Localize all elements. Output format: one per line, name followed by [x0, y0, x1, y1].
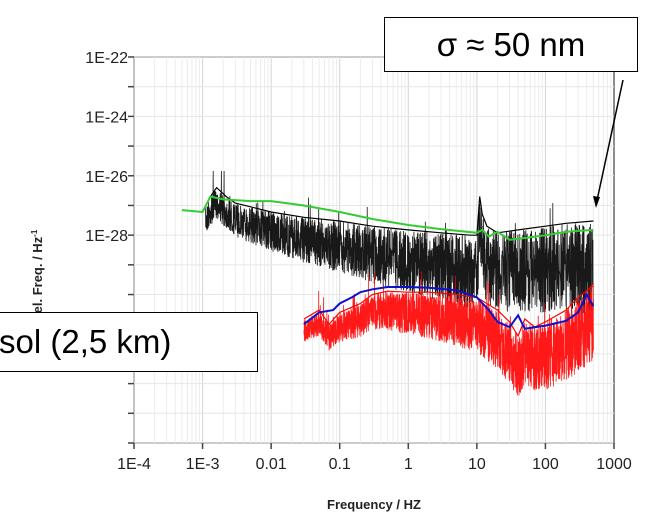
y-axis-title: of rel. Freq. / Hz-1 [30, 229, 45, 334]
series-line [303, 286, 595, 330]
series-layer [181, 186, 595, 338]
annotation-sigma: σ ≈ 50 nm [384, 17, 638, 72]
y-tick-label: 1E-22 [85, 50, 128, 67]
x-tick-label: 1E-3 [186, 456, 220, 473]
x-tick-label: 0.1 [329, 456, 351, 473]
series-noise [205, 170, 594, 315]
y-tick-label: 1E-26 [85, 169, 128, 186]
x-axis-title: Frequency / HZ [327, 497, 421, 512]
x-tick-label: 1000 [596, 456, 632, 473]
x-tick-label: 100 [532, 456, 559, 473]
y-axis-title-superscript: -1 [30, 229, 39, 237]
x-tick-label: 0.01 [256, 456, 287, 473]
x-tick-label: 1 [404, 456, 413, 473]
annotation-arrow [595, 79, 624, 206]
annotation-site: sol (2,5 km) [0, 312, 258, 372]
series-line [181, 195, 594, 241]
y-tick-label: 1E-24 [85, 109, 128, 126]
series-line [303, 285, 594, 338]
y-axis-title-text: of rel. Freq. / Hz [30, 236, 45, 334]
series-noise [303, 271, 594, 396]
y-tick-label: 1E-28 [85, 228, 128, 245]
y-axis: 1E-22 1E-24 1E-26 1E-28 [85, 50, 134, 444]
x-axis: 1E-4 1E-3 0.01 0.1 1 10 100 1000 [117, 443, 632, 473]
noise-band [205, 170, 594, 396]
annotation-arrowhead [593, 196, 600, 208]
x-tick-label: 10 [468, 456, 486, 473]
x-tick-label: 1E-4 [117, 456, 151, 473]
